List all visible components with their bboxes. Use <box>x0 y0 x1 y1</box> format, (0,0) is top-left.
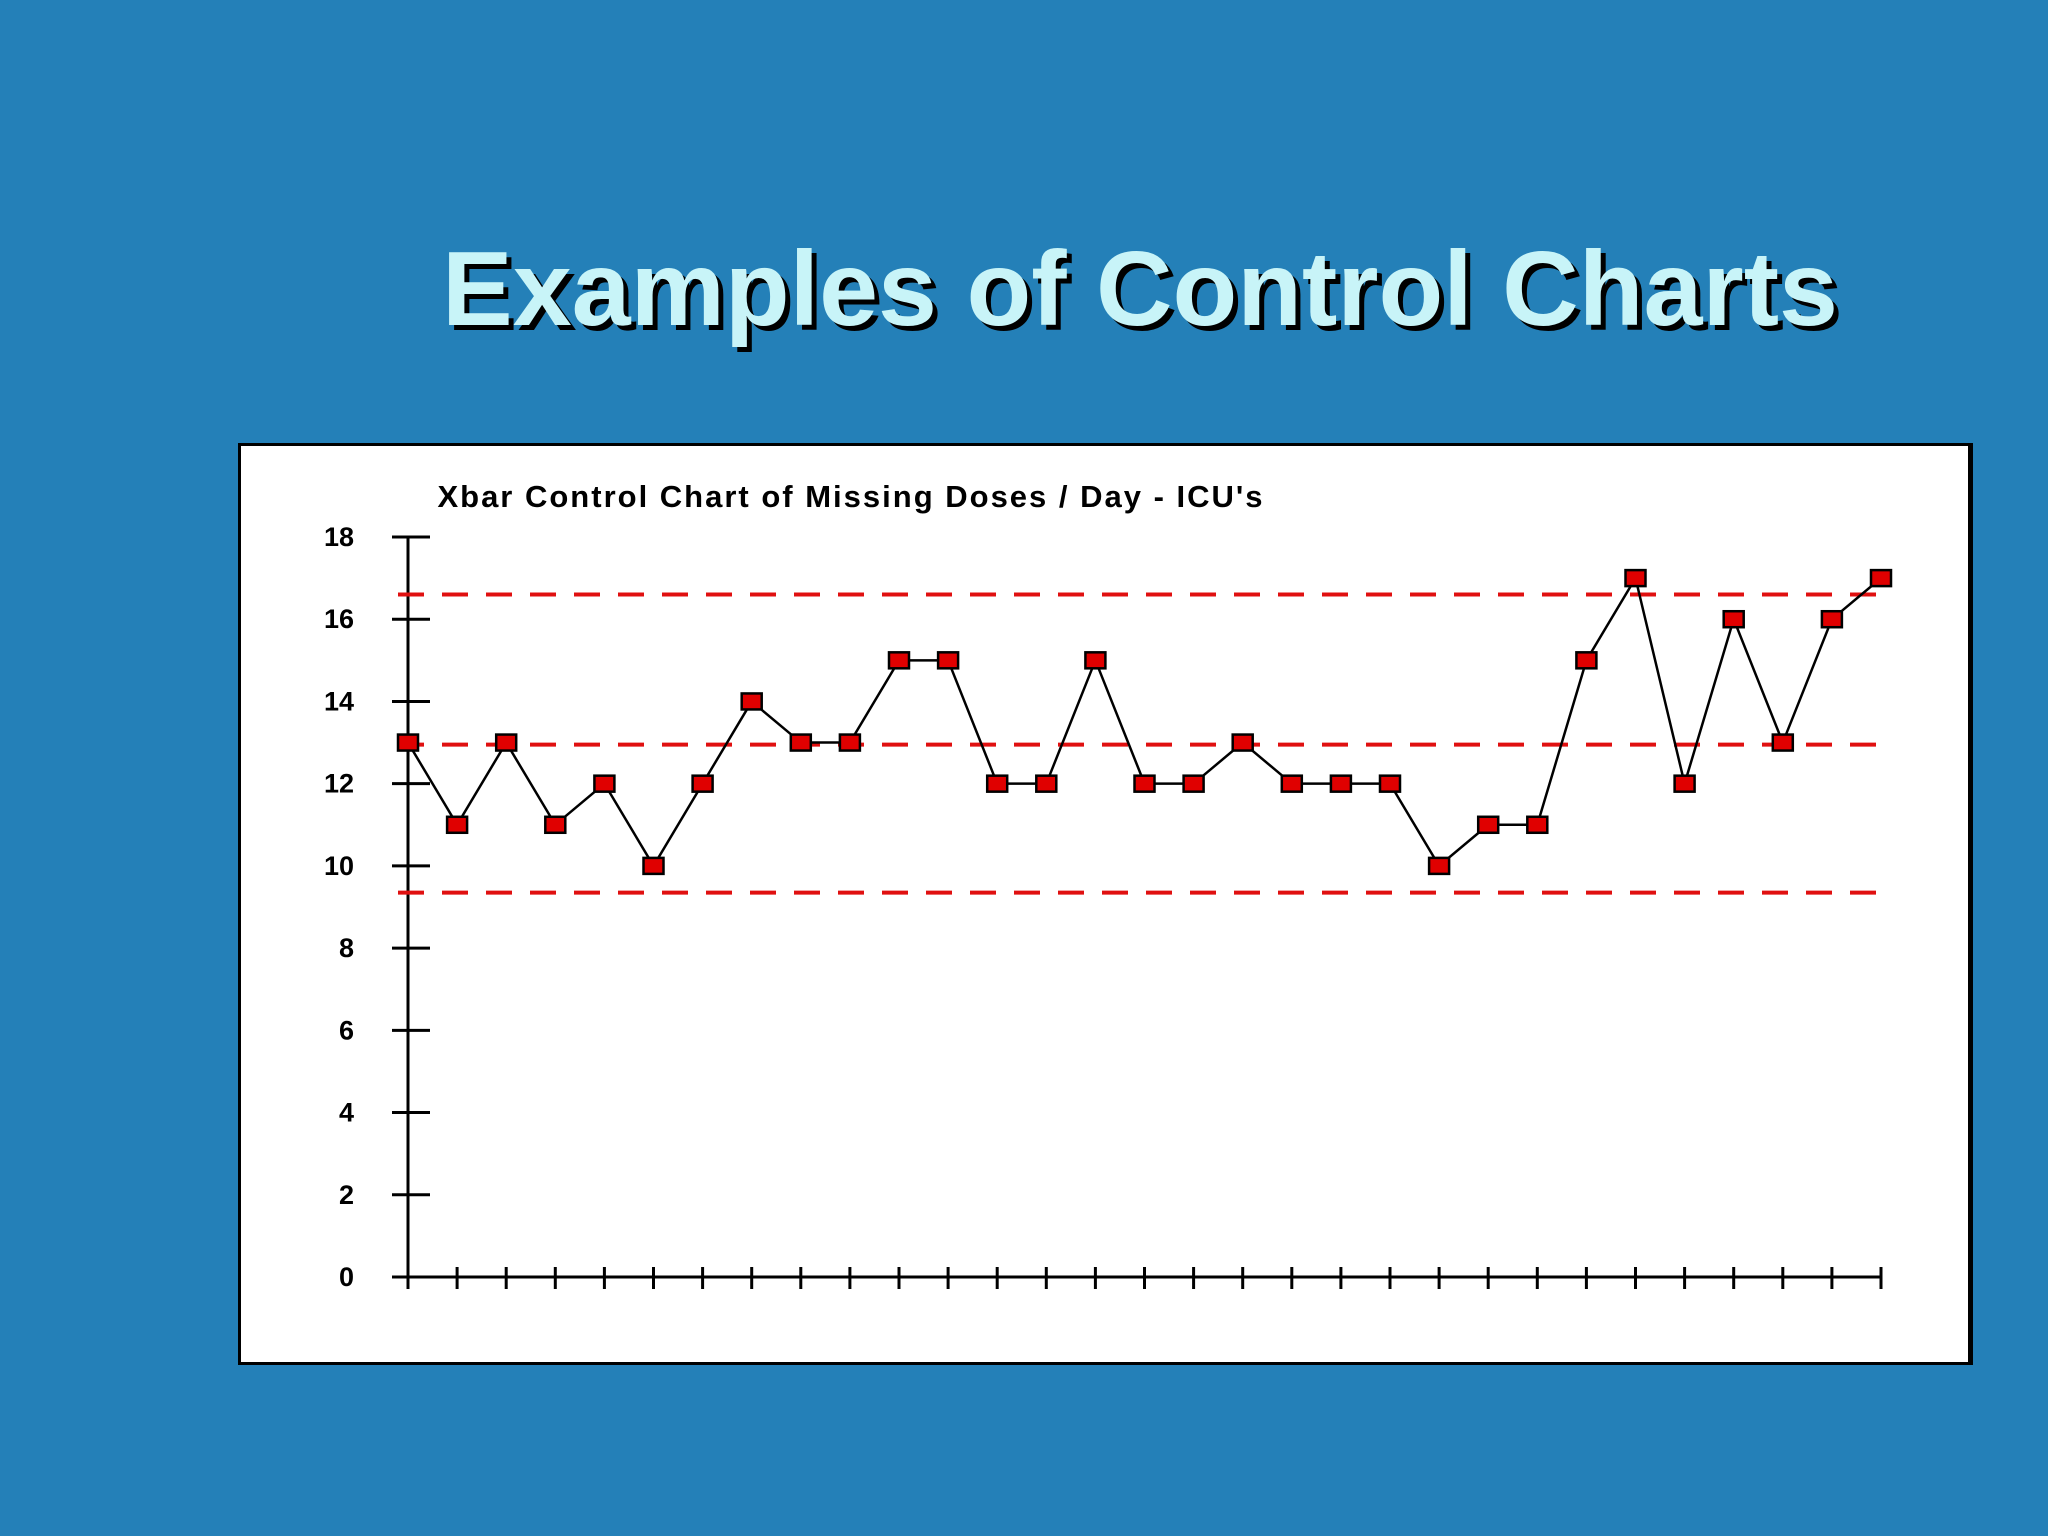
data-point-marker <box>1378 774 1402 793</box>
y-tick-label: 12 <box>324 769 354 799</box>
data-point-marker <box>1820 609 1844 629</box>
y-tick-label: 14 <box>324 686 354 716</box>
slide-title: Examples of Control Charts <box>442 230 1838 348</box>
data-point-marker <box>1526 815 1549 835</box>
chart-title: Xbar Control Chart of Missing Doses / Da… <box>437 479 1264 514</box>
data-point-marker <box>445 815 469 835</box>
data-point-marker <box>936 651 960 670</box>
data-point-marker <box>691 774 714 793</box>
y-tick-label: 16 <box>324 604 354 634</box>
data-point-marker <box>789 733 813 752</box>
data-point-marker <box>593 774 616 793</box>
series-line <box>406 574 1882 869</box>
data-point-marker <box>1182 774 1205 793</box>
data-point-marker <box>642 856 665 876</box>
data-point-marker <box>1084 651 1107 670</box>
y-tick-label: 8 <box>339 933 354 963</box>
y-tick-label: 6 <box>339 1015 354 1045</box>
data-point-marker <box>1476 815 1500 835</box>
data-series <box>396 568 1893 876</box>
data-point-marker <box>1427 856 1451 876</box>
data-point-marker <box>1133 774 1156 793</box>
data-point-marker <box>494 733 518 752</box>
data-point-marker <box>1722 609 1745 629</box>
data-point-marker <box>985 774 1009 793</box>
data-point-marker <box>1771 733 1795 752</box>
data-point-marker <box>1035 774 1058 793</box>
data-point-marker <box>887 651 911 670</box>
y-tick-label: 2 <box>339 1180 354 1210</box>
axes: 0 2 4 6 8 10 12 14 16 18 <box>324 522 1883 1292</box>
y-tick-label: 18 <box>324 522 354 552</box>
y-tick-label: 0 <box>339 1262 354 1292</box>
control-chart: Xbar Control Chart of Missing Doses / Da… <box>324 479 1893 1292</box>
data-point-marker <box>1329 774 1353 793</box>
data-point-marker <box>1624 568 1647 588</box>
data-point-marker <box>1280 774 1304 793</box>
data-point-marker <box>740 692 763 711</box>
data-point-marker <box>544 815 567 835</box>
data-point-marker <box>1231 733 1254 752</box>
data-point-marker <box>1673 774 1696 793</box>
control-limit-lines <box>398 592 1881 895</box>
data-point-marker <box>1869 568 1893 588</box>
chart-frame: Xbar Control Chart of Missing Doses / Da… <box>238 443 1973 1365</box>
y-tick-label: 4 <box>339 1098 354 1128</box>
data-point-marker <box>838 733 862 752</box>
data-point-marker <box>1575 651 1598 670</box>
data-point-marker <box>396 733 420 752</box>
y-tick-label: 10 <box>324 851 354 881</box>
